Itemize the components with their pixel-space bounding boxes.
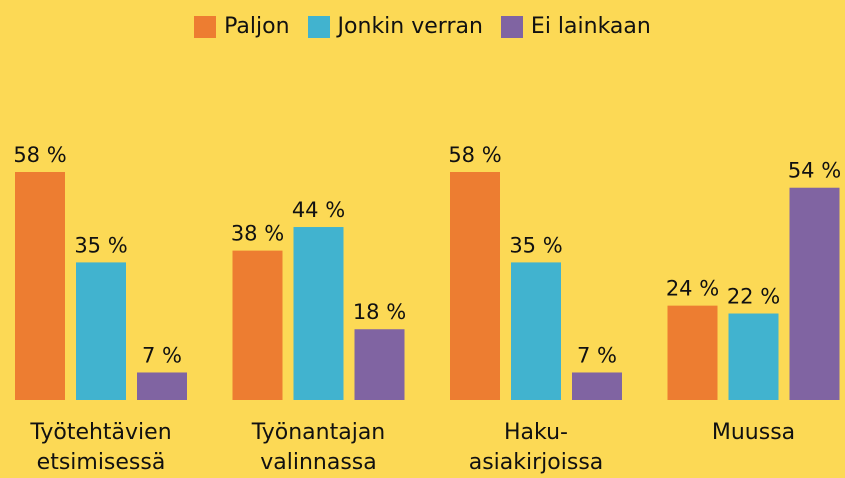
- value-label: 7 %: [142, 343, 182, 367]
- value-label: 44 %: [292, 198, 345, 222]
- legend-item: Paljon: [194, 14, 290, 39]
- value-label: 54 %: [788, 159, 841, 183]
- value-label: 38 %: [231, 222, 284, 246]
- bar: [572, 372, 622, 400]
- category-label: Työtehtävien etsimisessä: [30, 420, 172, 475]
- bar: [511, 262, 561, 400]
- bar: [728, 313, 779, 400]
- legend-swatch: [500, 15, 523, 38]
- legend-swatch: [194, 15, 217, 38]
- legend-label: Jonkin verran: [337, 14, 483, 39]
- value-label: 35 %: [74, 233, 127, 257]
- bar: [137, 372, 187, 400]
- bar: [293, 227, 344, 400]
- bar: [232, 250, 283, 400]
- legend-item: Ei lainkaan: [500, 14, 651, 39]
- bar: [15, 172, 65, 400]
- value-label: 35 %: [509, 233, 562, 257]
- value-label: 18 %: [353, 300, 406, 324]
- bar: [789, 187, 840, 400]
- legend-label: Paljon: [224, 14, 290, 39]
- bar: [354, 329, 405, 400]
- value-label: 58 %: [448, 143, 501, 167]
- value-label: 24 %: [666, 277, 719, 301]
- legend-label: Ei lainkaan: [530, 14, 651, 39]
- legend-item: Jonkin verran: [307, 14, 483, 39]
- bar: [450, 172, 500, 400]
- category-label: Työnantajan valinnassa: [251, 420, 386, 475]
- bar: [76, 262, 126, 400]
- value-label: 58 %: [13, 143, 66, 167]
- legend: Paljon Jonkin verran Ei lainkaan: [0, 14, 845, 39]
- category-label: Haku-asiakirjoissa: [468, 420, 604, 475]
- legend-swatch: [307, 15, 330, 38]
- value-label: 22 %: [727, 285, 780, 309]
- category-label: Muussa: [711, 420, 796, 445]
- bar: [667, 305, 718, 400]
- value-label: 7 %: [577, 343, 617, 367]
